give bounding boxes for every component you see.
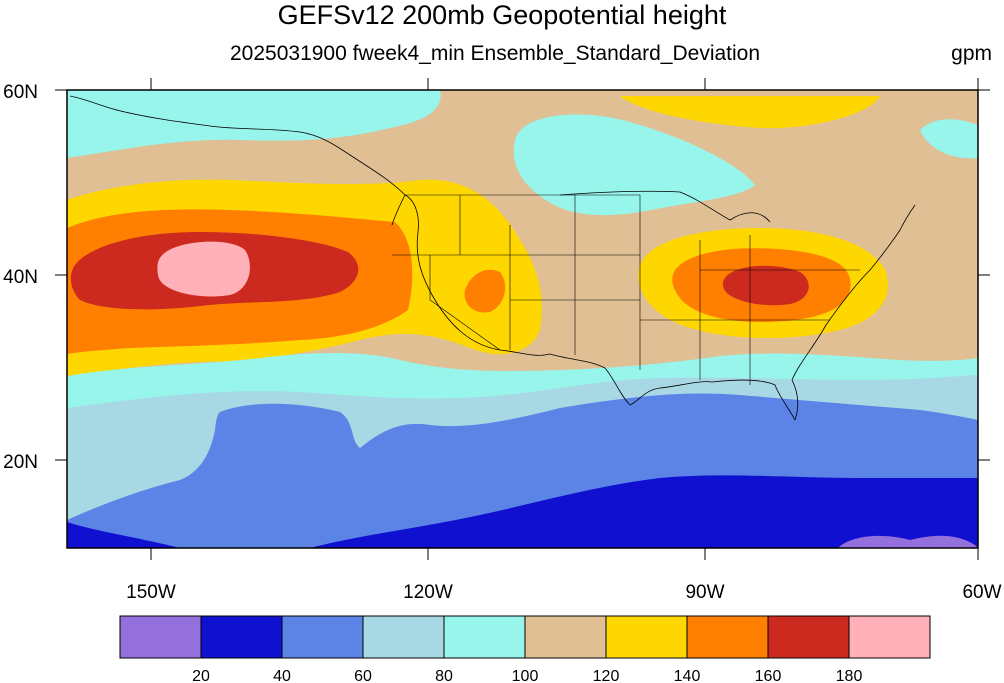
contour-120-140-north bbox=[620, 96, 880, 129]
colorbar-label: 20 bbox=[192, 668, 210, 683]
contour-80-100-north-west bbox=[67, 90, 441, 158]
colorbar-labels: 20 40 60 80 100 120 140 160 180 bbox=[192, 668, 862, 683]
colorbar-label: 180 bbox=[836, 668, 863, 683]
contour-below-20 bbox=[838, 535, 978, 548]
colorbar-swatch bbox=[443, 615, 526, 659]
colorbar-swatch bbox=[362, 615, 445, 659]
units-label: gpm bbox=[951, 42, 992, 65]
colorbar-label: 100 bbox=[512, 668, 539, 683]
lat-label-20n: 20N bbox=[3, 452, 38, 473]
lat-label-60n: 60N bbox=[3, 82, 38, 103]
colorbar-swatch bbox=[524, 615, 607, 659]
lon-label-150w: 150W bbox=[126, 582, 176, 603]
coastlines bbox=[69, 95, 916, 421]
contour-140-160-southwest bbox=[464, 269, 506, 313]
colorbar-swatch bbox=[848, 615, 931, 659]
contour-80-100-canada bbox=[513, 114, 755, 216]
colorbar-label: 40 bbox=[273, 668, 291, 683]
colorbar-swatch bbox=[281, 615, 364, 659]
lon-label-120w: 120W bbox=[403, 582, 453, 603]
contour-160-180-east bbox=[722, 265, 809, 306]
lon-label-90w: 90W bbox=[685, 582, 724, 603]
contour-20-40-south bbox=[310, 475, 978, 548]
colorbar-swatch bbox=[200, 615, 283, 659]
lat-label-40n: 40N bbox=[3, 267, 38, 288]
colorbar-swatches bbox=[119, 615, 931, 659]
contour-80-100-atlantic bbox=[920, 119, 978, 159]
map-title: GEFSv12 200mb Geopotential height bbox=[277, 0, 727, 30]
contour-field bbox=[67, 90, 978, 548]
lon-label-60w: 60W bbox=[962, 582, 1001, 603]
colorbar-label: 140 bbox=[674, 668, 701, 683]
map-frame bbox=[66, 89, 979, 549]
colorbar-swatch bbox=[686, 615, 769, 659]
colorbar-swatch bbox=[605, 615, 688, 659]
colorbar-label: 80 bbox=[435, 668, 453, 683]
colorbar-swatch bbox=[119, 615, 202, 659]
colorbar-label: 60 bbox=[354, 668, 372, 683]
map-subtitle: 2025031900 fweek4_min Ensemble_Standard_… bbox=[230, 42, 761, 65]
axis-ticks bbox=[55, 78, 990, 560]
contour-180-plus-west bbox=[157, 241, 250, 297]
colorbar: 20 40 60 80 100 120 140 160 180 bbox=[119, 615, 931, 683]
colorbar-swatch bbox=[767, 615, 850, 659]
state-borders bbox=[392, 194, 860, 385]
contour-20-40-southwest bbox=[67, 522, 180, 548]
colorbar-label: 160 bbox=[755, 668, 782, 683]
colorbar-label: 120 bbox=[593, 668, 620, 683]
